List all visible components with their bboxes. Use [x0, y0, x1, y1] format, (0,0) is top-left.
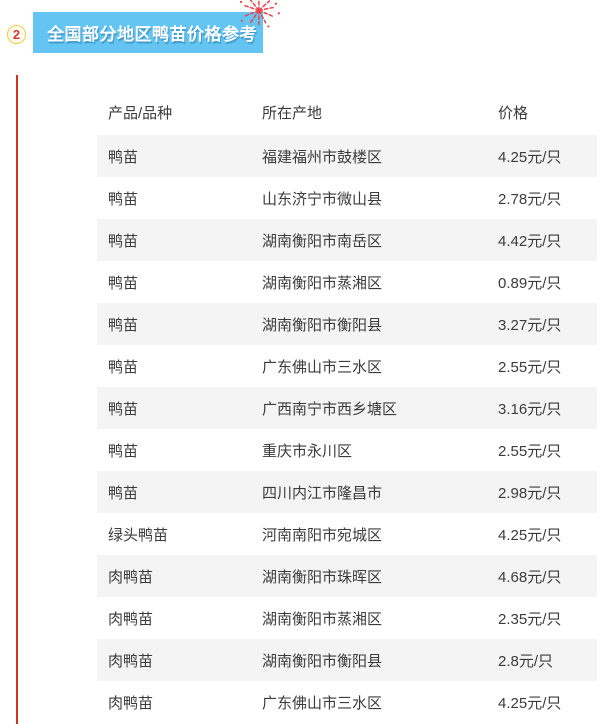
origin-cell: 湖南衡阳市衡阳县 [262, 652, 383, 670]
table-row: 鸭苗 四川内江市隆昌市 2.98元/只 [97, 471, 597, 513]
table-row: 鸭苗 广东佛山市三水区 2.55元/只 [97, 345, 597, 387]
product-cell: 肉鸭苗 [108, 568, 154, 586]
price-cell: 3.16元/只 [498, 400, 562, 418]
table-header-row: 产品/品种 所在产地 价格 [97, 90, 597, 135]
price-cell: 4.25元/只 [498, 694, 562, 712]
column-header-price: 价格 [498, 105, 529, 122]
price-cell: 4.25元/只 [498, 526, 562, 544]
table-body: 鸭苗 福建福州市鼓楼区 4.25元/只 鸭苗 山东济宁市微山县 2.78元/只 鸭苗 湖南衡阳… [97, 135, 597, 723]
table-row: 肉鸭苗 湖南衡阳市蒸湘区 2.35元/只 [97, 597, 597, 639]
price-cell: 2.98元/只 [498, 484, 562, 502]
table-row: 鸭苗 湖南衡阳市蒸湘区 0.89元/只 [97, 261, 597, 303]
section-number-badge: 2 [7, 25, 26, 44]
table-row: 肉鸭苗 湖南衡阳市珠晖区 4.68元/只 [97, 555, 597, 597]
product-cell: 肉鸭苗 [108, 694, 154, 712]
section-title-banner: 全国部分地区鸭苗价格参考 [33, 12, 263, 53]
origin-cell: 四川内江市隆昌市 [262, 484, 383, 502]
table-row: 肉鸭苗 湖南衡阳市衡阳县 2.8元/只 [97, 639, 597, 681]
origin-cell: 湖南衡阳市衡阳县 [262, 316, 383, 334]
price-cell: 2.55元/只 [498, 358, 562, 376]
table-row: 鸭苗 湖南衡阳市衡阳县 3.27元/只 [97, 303, 597, 345]
product-cell: 鸭苗 [108, 316, 139, 334]
price-cell: 2.55元/只 [498, 442, 562, 460]
product-cell: 鸭苗 [108, 484, 139, 502]
origin-cell: 湖南衡阳市蒸湘区 [262, 274, 383, 292]
product-cell: 鸭苗 [108, 442, 139, 460]
origin-cell: 重庆市永川区 [262, 442, 353, 460]
column-header-origin: 所在产地 [262, 105, 323, 122]
origin-cell: 山东济宁市微山县 [262, 190, 383, 208]
origin-cell: 广东佛山市三水区 [262, 358, 383, 376]
price-cell: 4.25元/只 [498, 148, 562, 166]
origin-cell: 广西南宁市西乡塘区 [262, 400, 398, 418]
column-header-product: 产品/品种 [108, 105, 173, 122]
price-cell: 2.8元/只 [498, 652, 554, 670]
price-cell: 0.89元/只 [498, 274, 562, 292]
table-row: 鸭苗 广西南宁市西乡塘区 3.16元/只 [97, 387, 597, 429]
price-cell: 2.78元/只 [498, 190, 562, 208]
origin-cell: 湖南衡阳市珠晖区 [262, 568, 383, 586]
table-row: 鸭苗 重庆市永川区 2.55元/只 [97, 429, 597, 471]
table-row: 鸭苗 山东济宁市微山县 2.78元/只 [97, 177, 597, 219]
origin-cell: 湖南衡阳市蒸湘区 [262, 610, 383, 628]
section-number: 2 [12, 27, 21, 42]
table-row: 鸭苗 湖南衡阳市南岳区 4.42元/只 [97, 219, 597, 261]
product-cell: 肉鸭苗 [108, 610, 154, 628]
price-cell: 2.35元/只 [498, 610, 562, 628]
price-cell: 4.68元/只 [498, 568, 562, 586]
product-cell: 鸭苗 [108, 274, 139, 292]
price-cell: 3.27元/只 [498, 316, 562, 334]
table-row: 肉鸭苗 广东佛山市三水区 4.25元/只 [97, 681, 597, 723]
origin-cell: 福建福州市鼓楼区 [262, 148, 383, 166]
product-cell: 肉鸭苗 [108, 652, 154, 670]
price-table: 产品/品种 所在产地 价格 鸭苗 福建福州市鼓楼区 4.25元/只 鸭苗 山东济宁市微山… [97, 90, 597, 723]
product-cell: 鸭苗 [108, 400, 139, 418]
product-cell: 鸭苗 [108, 190, 139, 208]
product-cell: 鸭苗 [108, 148, 139, 166]
table-row: 鸭苗 福建福州市鼓楼区 4.25元/只 [97, 135, 597, 177]
origin-cell: 广东佛山市三水区 [262, 694, 383, 712]
table-row: 绿头鸭苗 河南南阳市宛城区 4.25元/只 [97, 513, 597, 555]
origin-cell: 湖南衡阳市南岳区 [262, 232, 383, 250]
section-title: 全国部分地区鸭苗价格参考 [47, 25, 257, 44]
product-cell: 绿头鸭苗 [108, 526, 169, 544]
origin-cell: 河南南阳市宛城区 [262, 526, 383, 544]
left-accent-line [16, 75, 18, 724]
price-cell: 4.42元/只 [498, 232, 562, 250]
product-cell: 鸭苗 [108, 232, 139, 250]
firework-icon [239, 0, 280, 28]
product-cell: 鸭苗 [108, 358, 139, 376]
